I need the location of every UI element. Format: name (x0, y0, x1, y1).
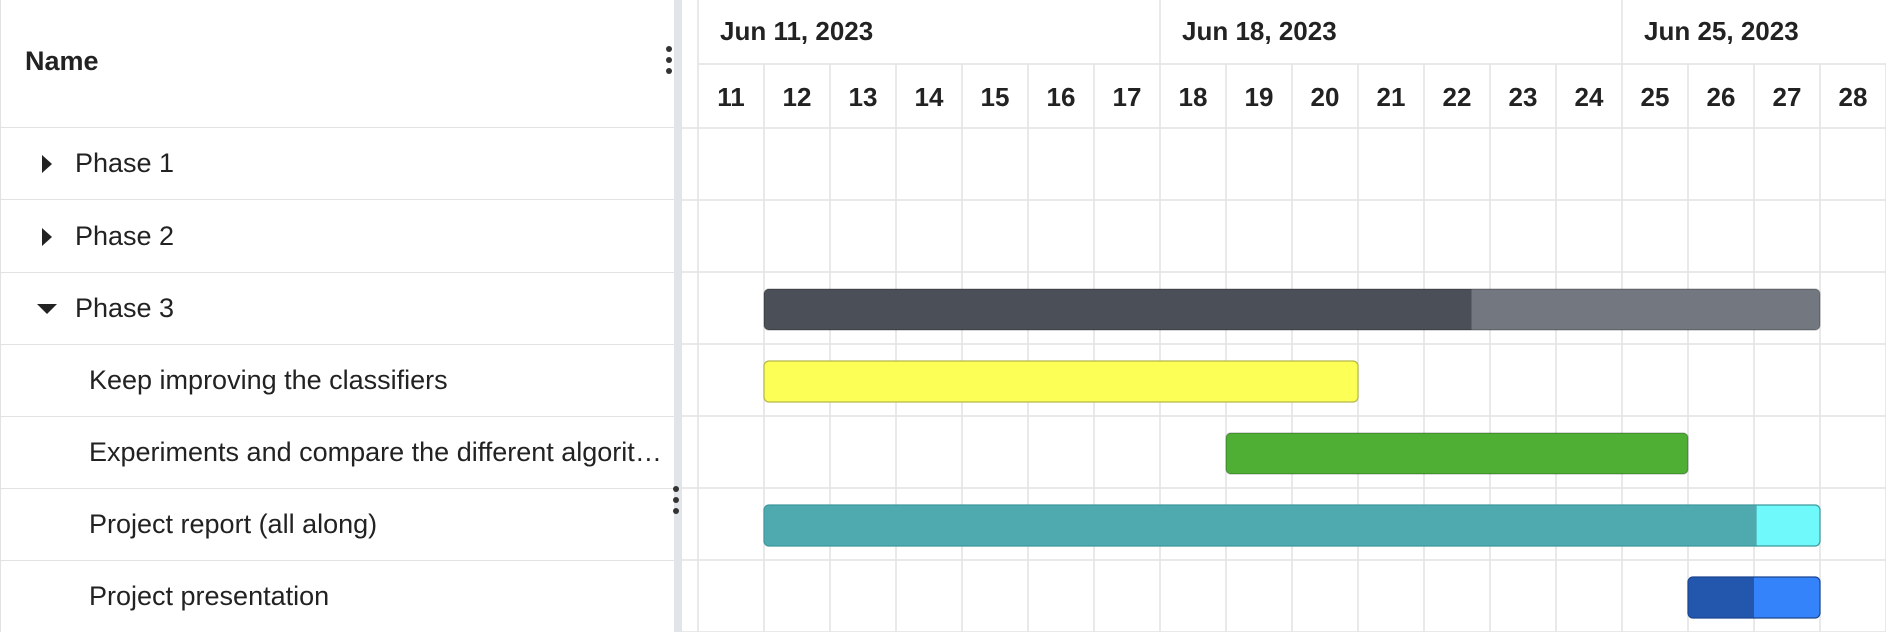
grid-row-task[interactable]: Keep improving the classifiers (1, 345, 675, 417)
day-label: 25 (1641, 82, 1670, 112)
grid-row-phase-1[interactable]: Phase 1 (1, 128, 675, 200)
column-menu-icon[interactable] (665, 46, 673, 74)
day-label: 18 (1179, 82, 1208, 112)
day-label: 16 (1047, 82, 1076, 112)
row-label: Phase 1 (75, 148, 175, 178)
splitter-handle-icon[interactable] (672, 486, 680, 514)
gantt-chart: Jun 11, 2023 Jun 18, 2023 Jun 25, 2023 11 12… (682, 0, 1886, 632)
task-bar-outline (1687, 576, 1821, 619)
task-progress[interactable] (1688, 577, 1820, 618)
panel-splitter[interactable] (674, 0, 682, 632)
task-bar-outline (763, 360, 1359, 403)
day-label: 19 (1245, 82, 1274, 112)
week-label: Jun 11, 2023 (720, 16, 873, 46)
day-label: 15 (981, 82, 1010, 112)
grid-row-phase-3[interactable]: Phase 3 (1, 273, 675, 345)
expand-arrow-icon[interactable] (35, 225, 59, 249)
week-label: Jun 25, 2023 (1644, 16, 1799, 46)
expand-arrow-icon[interactable] (35, 152, 59, 176)
grid-row-task[interactable]: Project presentation (1, 561, 675, 632)
day-label: 26 (1707, 82, 1736, 112)
day-label: 20 (1311, 82, 1340, 112)
grid-row-task[interactable]: Experiments and compare the different al… (1, 417, 675, 489)
day-label: 23 (1509, 82, 1538, 112)
row-label: Keep improving the classifiers (89, 365, 448, 395)
task-progress[interactable] (764, 289, 1820, 330)
day-label: 21 (1377, 82, 1406, 112)
grid-row-task[interactable]: Project report (all along) (1, 489, 675, 561)
gantt-chart-svg: Jun 11, 2023 Jun 18, 2023 Jun 25, 2023 11 12… (682, 0, 1886, 632)
grid-row-phase-2[interactable]: Phase 2 (1, 201, 675, 273)
row-label: Project report (all along) (89, 509, 378, 539)
task-progress[interactable] (764, 505, 1820, 546)
task-bar-outline (763, 288, 1821, 331)
row-label: Experiments and compare the different al… (89, 437, 673, 467)
row-label: Project presentation (89, 581, 330, 611)
task-bar-outline (763, 504, 1821, 547)
day-label: 11 (717, 82, 745, 112)
day-label: 13 (849, 82, 878, 112)
row-label: Phase 3 (75, 293, 175, 323)
row-label: Phase 2 (75, 221, 175, 251)
day-label: 22 (1443, 82, 1472, 112)
day-label: 24 (1575, 82, 1604, 112)
week-label: Jun 18, 2023 (1182, 16, 1337, 46)
task-progress[interactable] (1226, 433, 1688, 474)
grid-panel: Name Phase 1 Phase 2 Phase 3 Keep improv… (0, 0, 675, 632)
grid-header: Name (1, 0, 675, 128)
day-label: 12 (783, 82, 812, 112)
name-column-header[interactable]: Name (25, 46, 99, 76)
day-label: 17 (1113, 82, 1142, 112)
day-label: 28 (1839, 82, 1868, 112)
task-progress[interactable] (764, 361, 1358, 402)
day-label: 27 (1773, 82, 1802, 112)
collapse-arrow-icon[interactable] (35, 297, 59, 321)
task-bar-outline (1225, 432, 1689, 475)
day-label: 14 (915, 82, 944, 112)
